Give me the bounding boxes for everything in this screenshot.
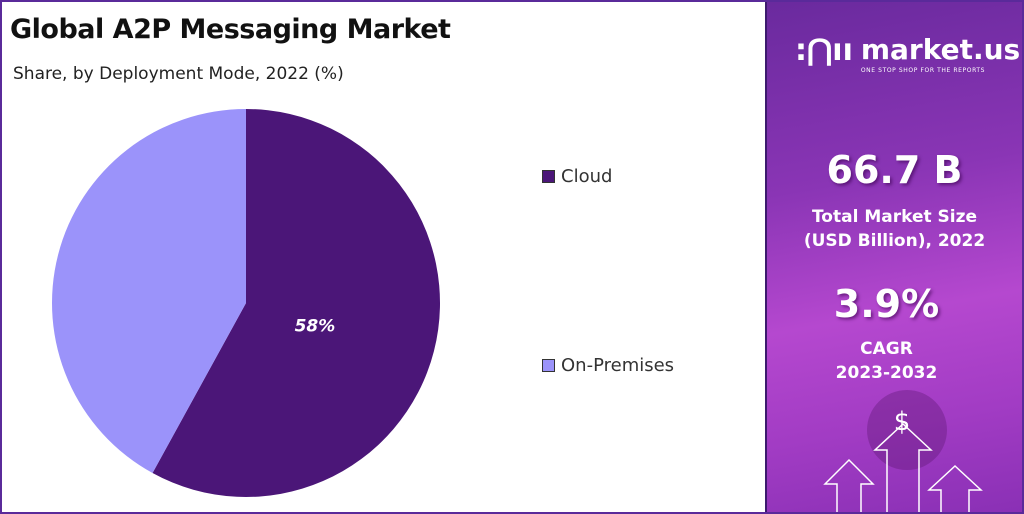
legend-label-cloud: Cloud	[561, 166, 613, 187]
growth-arrows-icon	[823, 422, 983, 512]
cagr-label: CAGR 2023-2032	[767, 337, 1014, 385]
market-us-logo: :⋂ıı market.us ONE STOP SHOP FOR THE REP…	[795, 36, 1020, 75]
legend-item-on-premises: On-Premises	[542, 355, 674, 376]
pie-slice-on-premises	[51, 109, 246, 474]
market-size-label: Total Market Size (USD Billion), 2022	[767, 205, 1022, 253]
coin-decoration	[867, 390, 947, 470]
logo-text: market.us	[860, 33, 1021, 66]
data-label-cloud: 58%	[295, 316, 336, 336]
cagr-label-line: CAGR	[860, 339, 913, 359]
chart-title: Global A2P Messaging Market	[10, 14, 451, 45]
logo-text-group: market.us ONE STOP SHOP FOR THE REPORTS	[861, 36, 1020, 75]
summary-panel: :⋂ıı market.us ONE STOP SHOP FOR THE REP…	[765, 2, 1022, 512]
chart-subtitle: Share, by Deployment Mode, 2022 (%)	[13, 64, 344, 84]
cagr-value: 3.9%	[833, 282, 940, 326]
legend-swatch-cloud	[542, 170, 555, 183]
market-size-label-line2: (USD Billion), 2022	[803, 231, 986, 251]
cagr-period: 2023-2032	[835, 363, 938, 383]
market-size-label-line1: Total Market Size	[811, 207, 978, 227]
legend-item-cloud: Cloud	[542, 166, 612, 187]
pie-slice-cloud	[152, 109, 440, 497]
logo-tagline: ONE STOP SHOP FOR THE REPORTS	[860, 67, 986, 74]
legend-swatch-on-premises	[542, 359, 555, 372]
market-size-value: 66.7 B	[826, 148, 963, 192]
legend-label-on-premises: On-Premises	[561, 355, 675, 376]
pie-chart: 58%	[51, 109, 440, 497]
logo-mark-icon: :⋂ıı	[795, 33, 853, 68]
